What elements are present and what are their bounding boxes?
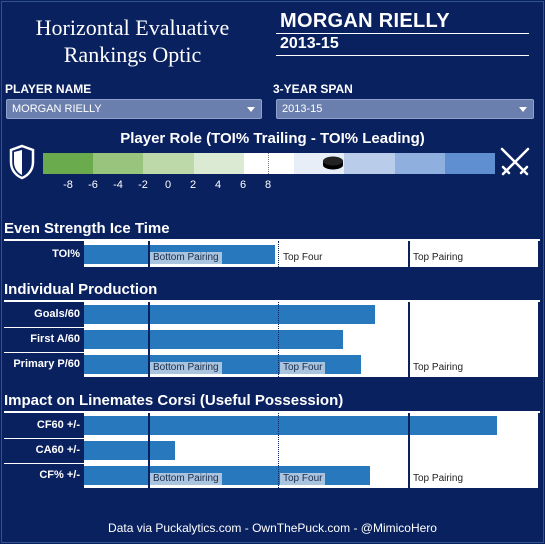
tier-divider [148, 241, 150, 267]
player-select[interactable]: MORGAN RIELLY [6, 99, 262, 119]
tier-label: Bottom Pairing [150, 252, 222, 264]
app-title: Horizontal Evaluative Rankings Optic [35, 15, 230, 67]
metric-row-label: TOI% [52, 248, 80, 260]
tier-label: Top Four [283, 252, 323, 263]
chevron-down-icon[interactable] [247, 107, 255, 112]
metric-row-label: First A/60 [30, 333, 80, 345]
header-rule [276, 55, 529, 56]
role-scale-segment [193, 153, 244, 174]
role-scale-segment [344, 153, 395, 174]
role-tick-label: -4 [113, 179, 123, 191]
puck-icon [323, 156, 343, 170]
role-scale-segment [394, 153, 445, 174]
year-span-label: 3-YEAR SPAN [273, 82, 353, 96]
chevron-down-icon[interactable] [519, 107, 527, 112]
year-span-select-value: 2013-15 [282, 103, 323, 115]
player-role-title: Player Role (TOI% Trailing - TOI% Leadin… [120, 130, 425, 147]
role-tick-label: 4 [214, 179, 222, 191]
metric-bar [84, 441, 175, 460]
player-name-label: PLAYER NAME [5, 82, 92, 96]
section-rule [4, 239, 540, 241]
tier-label: Top Pairing [413, 473, 464, 484]
section-title: Impact on Linemates Corsi (Useful Posses… [4, 392, 344, 409]
role-scale-segment [93, 153, 144, 174]
metric-bar [84, 305, 375, 324]
tier-label: Top Pairing [413, 362, 464, 373]
tier-divider [148, 413, 150, 488]
row-separator [4, 438, 84, 439]
role-zero-line [268, 153, 269, 174]
metric-bar [84, 416, 497, 435]
tier-label: Top Four [280, 473, 326, 485]
footer-credits: Data via Puckalytics.com - OwnThePuck.co… [108, 521, 437, 535]
year-span-select[interactable]: 2013-15 [276, 99, 534, 119]
tier-divider [408, 241, 410, 267]
section-title: Even Strength Ice Time [4, 220, 170, 237]
tier-label: Top Pairing [413, 252, 464, 263]
player-select-value: MORGAN RIELLY [12, 103, 102, 115]
role-scale-segment [43, 153, 94, 174]
metric-bar [84, 330, 343, 349]
metric-row-label: CF% +/- [39, 469, 80, 481]
season-span-heading: 2013-15 [280, 35, 339, 52]
player-name-heading: MORGAN RIELLY [280, 10, 450, 32]
role-scale-segment [143, 153, 194, 174]
role-color-scale [43, 153, 495, 174]
shield-icon [9, 144, 35, 180]
role-tick-label: 0 [164, 179, 172, 191]
tier-divider-dotted [278, 241, 279, 267]
role-tick-label: -8 [63, 179, 73, 191]
role-tick-label: 6 [239, 179, 247, 191]
tier-divider-dotted [278, 302, 279, 377]
role-tick-label: -6 [88, 179, 98, 191]
crossed-swords-icon [500, 147, 530, 176]
tier-divider [148, 302, 150, 377]
row-separator [4, 463, 84, 464]
metric-row-label: CF60 +/- [36, 419, 80, 431]
row-separator [4, 352, 84, 353]
role-tick-label: -2 [138, 179, 148, 191]
tier-label: Top Four [280, 362, 326, 374]
section-rule [4, 300, 540, 302]
metric-row-label: CA60 +/- [35, 444, 80, 456]
tier-label: Bottom Pairing [150, 362, 222, 374]
metric-bar [84, 466, 370, 485]
role-scale-segment [444, 153, 495, 174]
row-separator [4, 327, 84, 328]
section-title: Individual Production [4, 281, 158, 298]
header-rule [276, 33, 529, 34]
tier-divider [408, 302, 410, 377]
metric-row-label: Primary P/60 [13, 358, 80, 370]
tier-label: Bottom Pairing [150, 473, 222, 485]
tier-divider-dotted [278, 413, 279, 488]
section-rule [4, 411, 540, 413]
tier-divider [408, 413, 410, 488]
metric-row-label: Goals/60 [34, 308, 80, 320]
role-tick-label: 2 [189, 179, 197, 191]
role-tick-label: 8 [264, 179, 272, 191]
